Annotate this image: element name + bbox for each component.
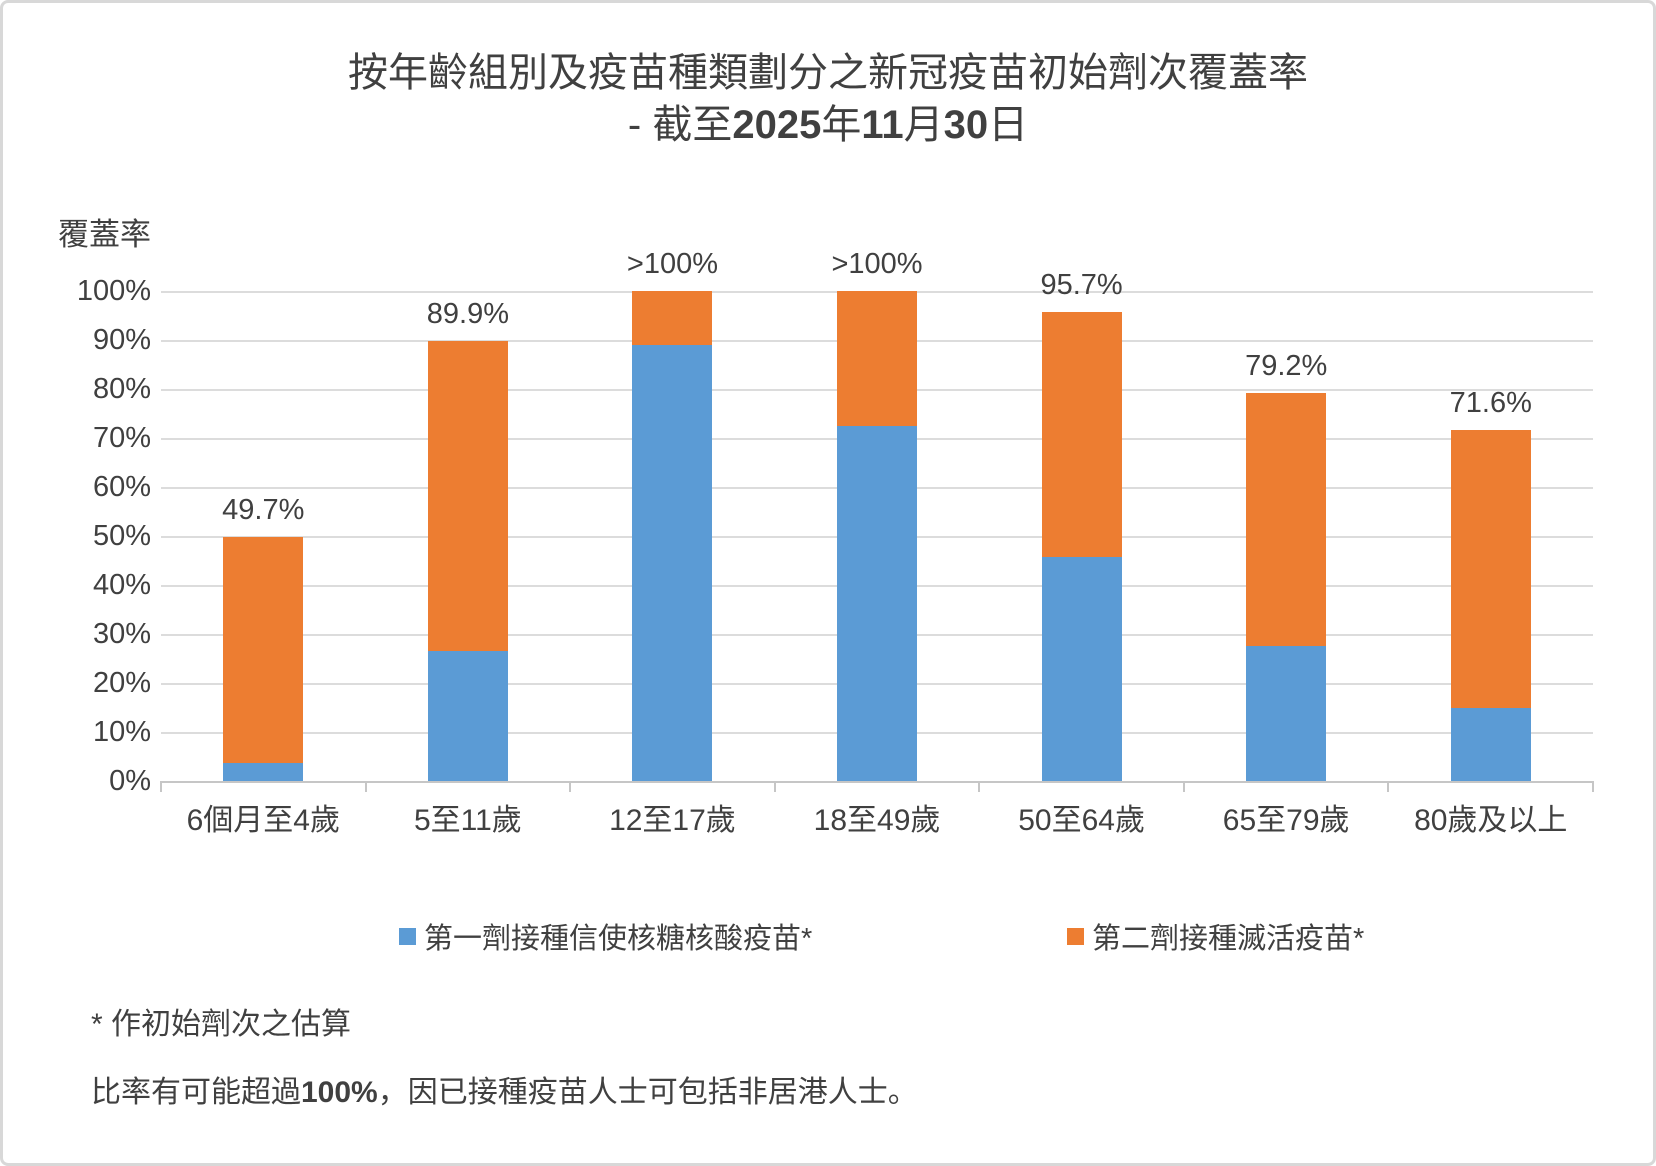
y-axis-tick-label: 40% <box>92 569 151 601</box>
text-fragment: 30 <box>943 103 989 147</box>
bars-container: 49.7% 89.9% >100% >100% 95.7% 79.2% 71.6% <box>161 248 1593 781</box>
footnote-estimate: * 作初始劑次之估算 <box>91 1008 352 1041</box>
y-axis-tick-label: 50% <box>92 520 151 552</box>
text-fragment: 11 <box>861 103 904 147</box>
legend-label: 第二劑接種滅活疫苗* <box>1092 923 1365 955</box>
text-fragment: - 截至 <box>627 103 733 147</box>
bar-segment-mrna <box>1041 557 1122 781</box>
bar-total-label: 95.7% <box>1040 269 1123 302</box>
text-fragment: 2025 <box>732 103 822 147</box>
legend-marker-icon <box>399 927 416 945</box>
x-axis-label: 12至17歲 <box>609 804 736 837</box>
bar-total-label: 49.7% <box>222 494 305 527</box>
legend-item: 第二劑接種滅活疫苗* <box>1067 915 1364 957</box>
y-axis-tick-label: 30% <box>92 618 151 650</box>
bar-segment-mrna <box>837 425 918 781</box>
text-fragment: 日 <box>988 103 1029 147</box>
x-axis-label: 5至11歲 <box>413 804 522 837</box>
text-fragment: 100% <box>301 1076 378 1109</box>
y-axis-tick-label: 20% <box>92 667 151 699</box>
bar-cell: 89.9% <box>366 291 571 781</box>
x-axis-tick <box>160 781 162 792</box>
bar-segment-mrna <box>1246 645 1327 781</box>
bar-total-label: >100% <box>626 248 718 280</box>
bar-cell: 71.6% <box>1388 291 1593 781</box>
y-axis-tick-label: 80% <box>92 373 151 405</box>
bar-total-label: 89.9% <box>426 297 509 330</box>
y-axis-tick-label: 100% <box>76 275 151 307</box>
x-axis-tick <box>978 781 981 792</box>
y-axis-tick-label: 90% <box>92 324 151 356</box>
plot-area: 49.7% 89.9% >100% >100% 95.7% 79.2% 71.6% <box>160 248 1594 792</box>
x-axis-tick <box>364 781 367 792</box>
x-axis-label: 18至49歲 <box>813 804 941 837</box>
text-fragment: ，因已接種疫苗人士可包括非居港人士。 <box>377 1076 918 1109</box>
x-axis-tick <box>1182 781 1185 792</box>
bar-total-label: >100% <box>831 248 923 280</box>
legend-item: 第一劑接種信使核糖核酸疫苗* <box>399 915 812 957</box>
bar-cell: >100% <box>570 248 775 781</box>
x-axis-tick <box>773 781 776 792</box>
bar-segment-mrna <box>223 762 304 781</box>
legend-label: 第一劑接種信使核糖核酸疫苗* <box>424 923 813 955</box>
y-axis-tick-label: 10% <box>92 716 151 748</box>
bar-cell: 49.7% <box>161 291 366 781</box>
chart-subtitle: - 截至2025年11月30日 <box>3 101 1653 149</box>
bar-segment-mrna <box>632 345 713 781</box>
bar-segment-inactivated <box>223 537 304 763</box>
bar-segment-inactivated <box>1450 430 1531 708</box>
chart-title: 按年齡組別及疫苗種類劃分之新冠疫苗初始劑次覆蓋率 <box>348 51 1308 95</box>
y-axis-tick-labels: 100% 90% 80% 70% 60% 50% 40% 30% 20% 10% 0% <box>23 276 151 796</box>
bar-cell: >100% <box>775 248 980 781</box>
bar-segment-mrna <box>1450 708 1531 781</box>
text-fragment: 月 <box>903 103 944 147</box>
bar-segment-inactivated <box>427 340 508 652</box>
x-axis-label: 6個月至4歲 <box>186 804 340 837</box>
bar-total-label: 71.6% <box>1449 387 1532 420</box>
bar-segment-inactivated <box>632 291 713 346</box>
text-fragment: 年 <box>821 103 862 147</box>
y-axis-tick-label: 60% <box>92 471 151 503</box>
footnote-over100: 比率有可能超過100%，因已接種疫苗人士可包括非居港人士。 <box>91 1067 918 1111</box>
x-axis-labels: 6個月至4歲 5至11歲 12至17歲 18至49歲 50至64歲 65至79歲 80歲及以… <box>161 795 1593 839</box>
bar-segment-inactivated <box>1041 312 1122 558</box>
x-axis-label: 65至79歲 <box>1222 804 1350 837</box>
bar-cell: 95.7% <box>979 269 1184 781</box>
bar-segment-mrna <box>427 651 508 781</box>
bar-total-label: 79.2% <box>1245 349 1328 382</box>
x-axis-tick <box>1387 781 1390 792</box>
y-axis-tick-label: 70% <box>92 422 151 454</box>
legend-marker-icon <box>1067 927 1084 945</box>
y-axis-title: 覆蓋率 <box>58 217 151 252</box>
bar-cell: 79.2% <box>1184 291 1389 781</box>
legend: 第一劑接種信使核糖核酸疫苗* 第二劑接種滅活疫苗* <box>3 915 1653 959</box>
y-axis-tick-label: 0% <box>109 765 151 797</box>
x-axis-tick <box>569 781 572 792</box>
x-axis-tick <box>1592 781 1594 792</box>
bar-segment-inactivated <box>1246 392 1327 646</box>
x-axis-label: 80歲及以上 <box>1414 804 1568 837</box>
text-fragment: 比率有可能超過 <box>91 1076 301 1109</box>
x-axis-label: 50至64歲 <box>1018 804 1145 837</box>
bar-segment-inactivated <box>837 291 918 426</box>
